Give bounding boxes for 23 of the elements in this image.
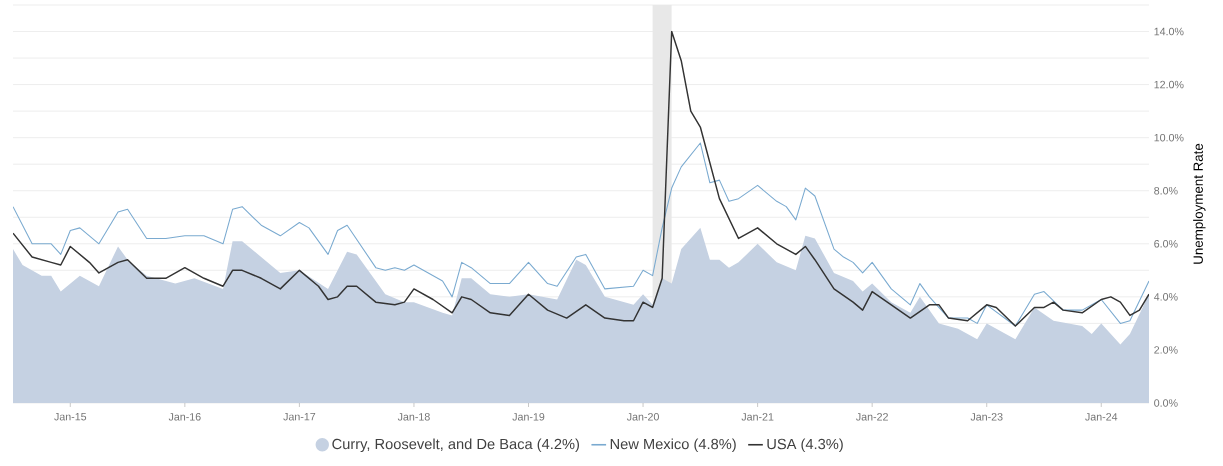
y-tick-label: 12.0% bbox=[1154, 80, 1184, 89]
x-tick-label: Jan-22 bbox=[856, 413, 888, 421]
x-tick-label: Jan-18 bbox=[397, 413, 430, 421]
y-tick-label: 14.0% bbox=[1154, 27, 1184, 36]
y-tick-label: 2.0% bbox=[1154, 346, 1178, 354]
legend-label: USA (4.3%) bbox=[767, 438, 843, 453]
y-tick-label: 10.0% bbox=[1154, 133, 1184, 142]
legend-label: Curry, Roosevelt, and De Baca (4.2%) bbox=[332, 438, 579, 453]
line-series bbox=[13, 142, 1149, 327]
y-tick-label: 4.0% bbox=[1153, 293, 1178, 301]
x-tick-label: Jan-21 bbox=[741, 413, 774, 421]
x-tick-label: Jan-24 bbox=[1085, 413, 1118, 421]
x-tick-label: Jan-17 bbox=[283, 413, 316, 421]
x-tick-label: Jan-23 bbox=[970, 413, 1003, 421]
y-tick-label: 8.0% bbox=[1154, 186, 1178, 195]
x-tick-label: Jan-20 bbox=[626, 413, 659, 421]
y-tick-label: 0.0% bbox=[1154, 399, 1178, 407]
y-tick-label: 6.0% bbox=[1154, 240, 1178, 248]
x-tick-label: Jan-16 bbox=[168, 413, 201, 421]
legend-label: New Mexico (4.8%) bbox=[610, 438, 736, 453]
x-tick-label: Jan-19 bbox=[512, 413, 545, 421]
x-tick-label: Jan-15 bbox=[54, 413, 87, 421]
y-axis-title: Unemployment Rate bbox=[1193, 143, 1206, 264]
